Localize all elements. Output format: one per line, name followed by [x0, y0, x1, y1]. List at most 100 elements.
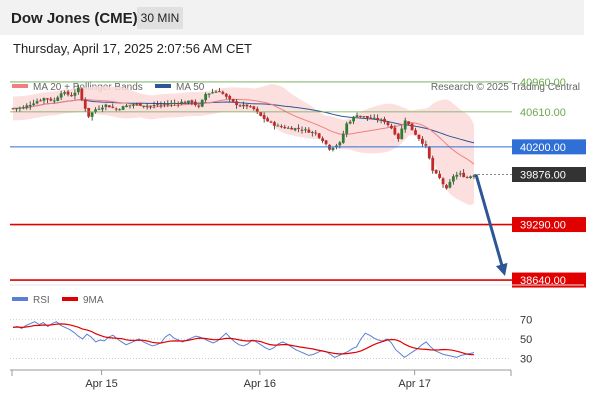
level-box-4 — [512, 217, 586, 233]
candle — [355, 112, 359, 118]
candle — [197, 104, 201, 109]
candle — [121, 105, 125, 110]
candle — [427, 146, 431, 160]
candle — [438, 170, 441, 180]
legend-label-ma50: MA 50 — [176, 82, 205, 93]
legend-swatch-rsi — [12, 297, 28, 301]
candle — [193, 99, 197, 107]
candle — [11, 107, 15, 110]
candle — [135, 102, 139, 106]
candle — [445, 183, 448, 190]
candle — [279, 124, 283, 129]
candle — [70, 92, 73, 97]
candle — [66, 89, 70, 97]
candle — [224, 92, 228, 100]
candle — [238, 104, 242, 108]
candle — [52, 97, 56, 104]
candle — [283, 124, 287, 129]
candle — [187, 100, 190, 105]
candle — [200, 99, 204, 108]
candle — [169, 100, 173, 108]
candle — [76, 84, 80, 95]
candle — [448, 178, 452, 189]
candle — [417, 134, 421, 141]
ma20-line — [12, 98, 475, 165]
candle — [269, 120, 273, 123]
candle — [290, 126, 294, 130]
level-label-0: 40960.00 — [520, 77, 566, 89]
candle — [49, 96, 53, 102]
timeframe-button[interactable]: 30 MIN — [137, 7, 183, 29]
candle — [369, 114, 373, 119]
candle — [376, 114, 380, 123]
candle — [73, 89, 77, 100]
candle — [379, 117, 383, 124]
candle — [90, 112, 94, 121]
candle — [365, 115, 369, 121]
candle — [211, 88, 214, 94]
candle — [273, 120, 276, 130]
candle — [345, 121, 349, 138]
candle — [362, 115, 366, 119]
candle — [231, 98, 235, 103]
candle — [173, 99, 177, 106]
level-label-3: 39876.00 — [520, 170, 566, 182]
candle — [207, 93, 211, 98]
candle — [242, 101, 245, 109]
level-label-2: 40200.00 — [520, 142, 566, 154]
candle — [383, 116, 386, 125]
timestamp: Thursday, April 17, 2025 2:07:56 AM CET — [13, 41, 252, 56]
candle — [18, 106, 22, 112]
candle — [420, 136, 424, 147]
candle — [259, 111, 263, 117]
candle — [87, 107, 91, 119]
forecast-arrow — [474, 174, 505, 271]
candle — [15, 107, 18, 112]
candle — [400, 125, 404, 140]
candle — [386, 121, 390, 127]
x-axis-ticks: Apr 15 Apr 16 Apr 17 — [11, 370, 512, 390]
candle — [359, 115, 362, 118]
rsi-tick-0: 70 — [520, 315, 532, 327]
candle — [35, 98, 39, 105]
candle — [328, 144, 331, 151]
candle — [28, 101, 32, 110]
candle — [235, 99, 239, 109]
candle — [228, 94, 232, 103]
candle — [101, 104, 104, 113]
rsi-ma-line — [12, 323, 475, 356]
x-tick-label-2: Apr 17 — [398, 378, 430, 390]
level-box-2 — [512, 139, 586, 155]
x-tick-label-0: Apr 15 — [85, 378, 117, 390]
candle — [63, 90, 67, 96]
candle — [431, 155, 435, 174]
legend-swatch-ma20 — [12, 84, 28, 88]
candle — [458, 170, 462, 177]
candle — [204, 92, 208, 103]
x-tick-label-1: Apr 16 — [244, 378, 276, 390]
candle — [462, 169, 466, 178]
candle — [21, 105, 25, 110]
bollinger-band — [13, 84, 474, 206]
legend-label-9ma: 9MA — [83, 295, 104, 306]
candle — [300, 126, 304, 134]
candle — [372, 114, 376, 119]
level-box-5 — [512, 272, 586, 288]
legend-swatch-9ma — [62, 297, 78, 301]
candle — [221, 90, 225, 95]
candle — [118, 108, 122, 111]
candle — [321, 136, 325, 144]
candle — [255, 106, 259, 114]
candle — [451, 174, 455, 185]
candle — [111, 103, 115, 109]
candle — [166, 100, 170, 107]
candle — [125, 103, 128, 108]
candle — [104, 103, 108, 111]
candle — [46, 98, 49, 103]
candle — [414, 127, 417, 136]
chart-header: Dow Jones (CME) 30 MIN — [0, 0, 584, 35]
level-label-5: 38640.00 — [520, 275, 566, 287]
candle — [132, 103, 135, 109]
candle — [297, 124, 300, 133]
